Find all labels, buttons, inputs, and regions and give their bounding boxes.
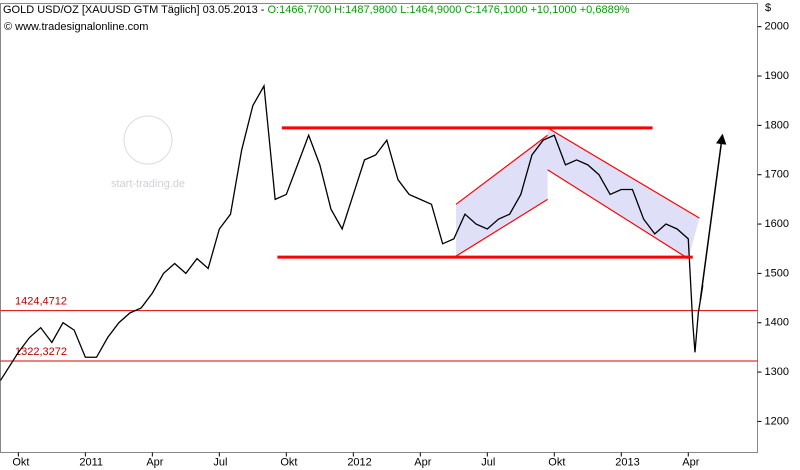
plot-frame — [0, 3, 758, 453]
y-tick-label: 2000 — [765, 21, 789, 33]
reference-label: 1322,3272 — [15, 346, 67, 358]
y-tick-label: 1200 — [765, 415, 789, 427]
y-tick-label: 1600 — [765, 218, 789, 230]
x-tick-label: Jul — [213, 456, 227, 468]
x-tick-label: Apr — [146, 456, 163, 468]
channel-fill — [547, 127, 700, 259]
trendline — [455, 134, 548, 205]
x-tick-label: Okt — [548, 456, 565, 468]
x-tick-label: 2012 — [347, 456, 371, 468]
trendline — [547, 127, 700, 219]
y-tick-label: 1900 — [765, 70, 789, 82]
chart-title: GOLD USD/OZ [XAUUSD GTM Täglich] 03.05.2… — [3, 4, 630, 16]
x-tick-label: Apr — [414, 456, 431, 468]
watermark-logo — [123, 115, 173, 165]
watermark-group: start-trading.de — [111, 115, 185, 190]
x-tick-label: 2013 — [615, 456, 639, 468]
trendline — [547, 169, 689, 260]
trendline — [455, 198, 548, 257]
quote: O:1466,7700 H:1487,9800 L:1464,9000 C:14… — [268, 4, 630, 16]
y-tick-label: 1700 — [765, 169, 789, 181]
trendline — [699, 133, 727, 301]
x-tick-label: 2011 — [79, 456, 103, 468]
y-tick-label: 1500 — [765, 267, 789, 279]
y-tick-label: 1800 — [765, 119, 789, 131]
y-tick-label: 1300 — [765, 366, 789, 378]
x-tick-label: Okt — [280, 456, 297, 468]
reference-label: 1424,4712 — [15, 296, 67, 308]
watermark: start-trading.de — [111, 178, 185, 190]
x-tick-label: Okt — [12, 456, 29, 468]
price-line — [0, 83, 704, 381]
x-tick-label: Jul — [481, 456, 495, 468]
y-tick-label: 1400 — [765, 317, 789, 329]
subtitle: © www.tradesignalonline.com — [4, 21, 148, 33]
x-tick-label: Apr — [682, 456, 699, 468]
title: GOLD USD/OZ [XAUUSD GTM Täglich] 03.05.2… — [3, 4, 268, 16]
y-axis-label: $ — [765, 2, 771, 14]
